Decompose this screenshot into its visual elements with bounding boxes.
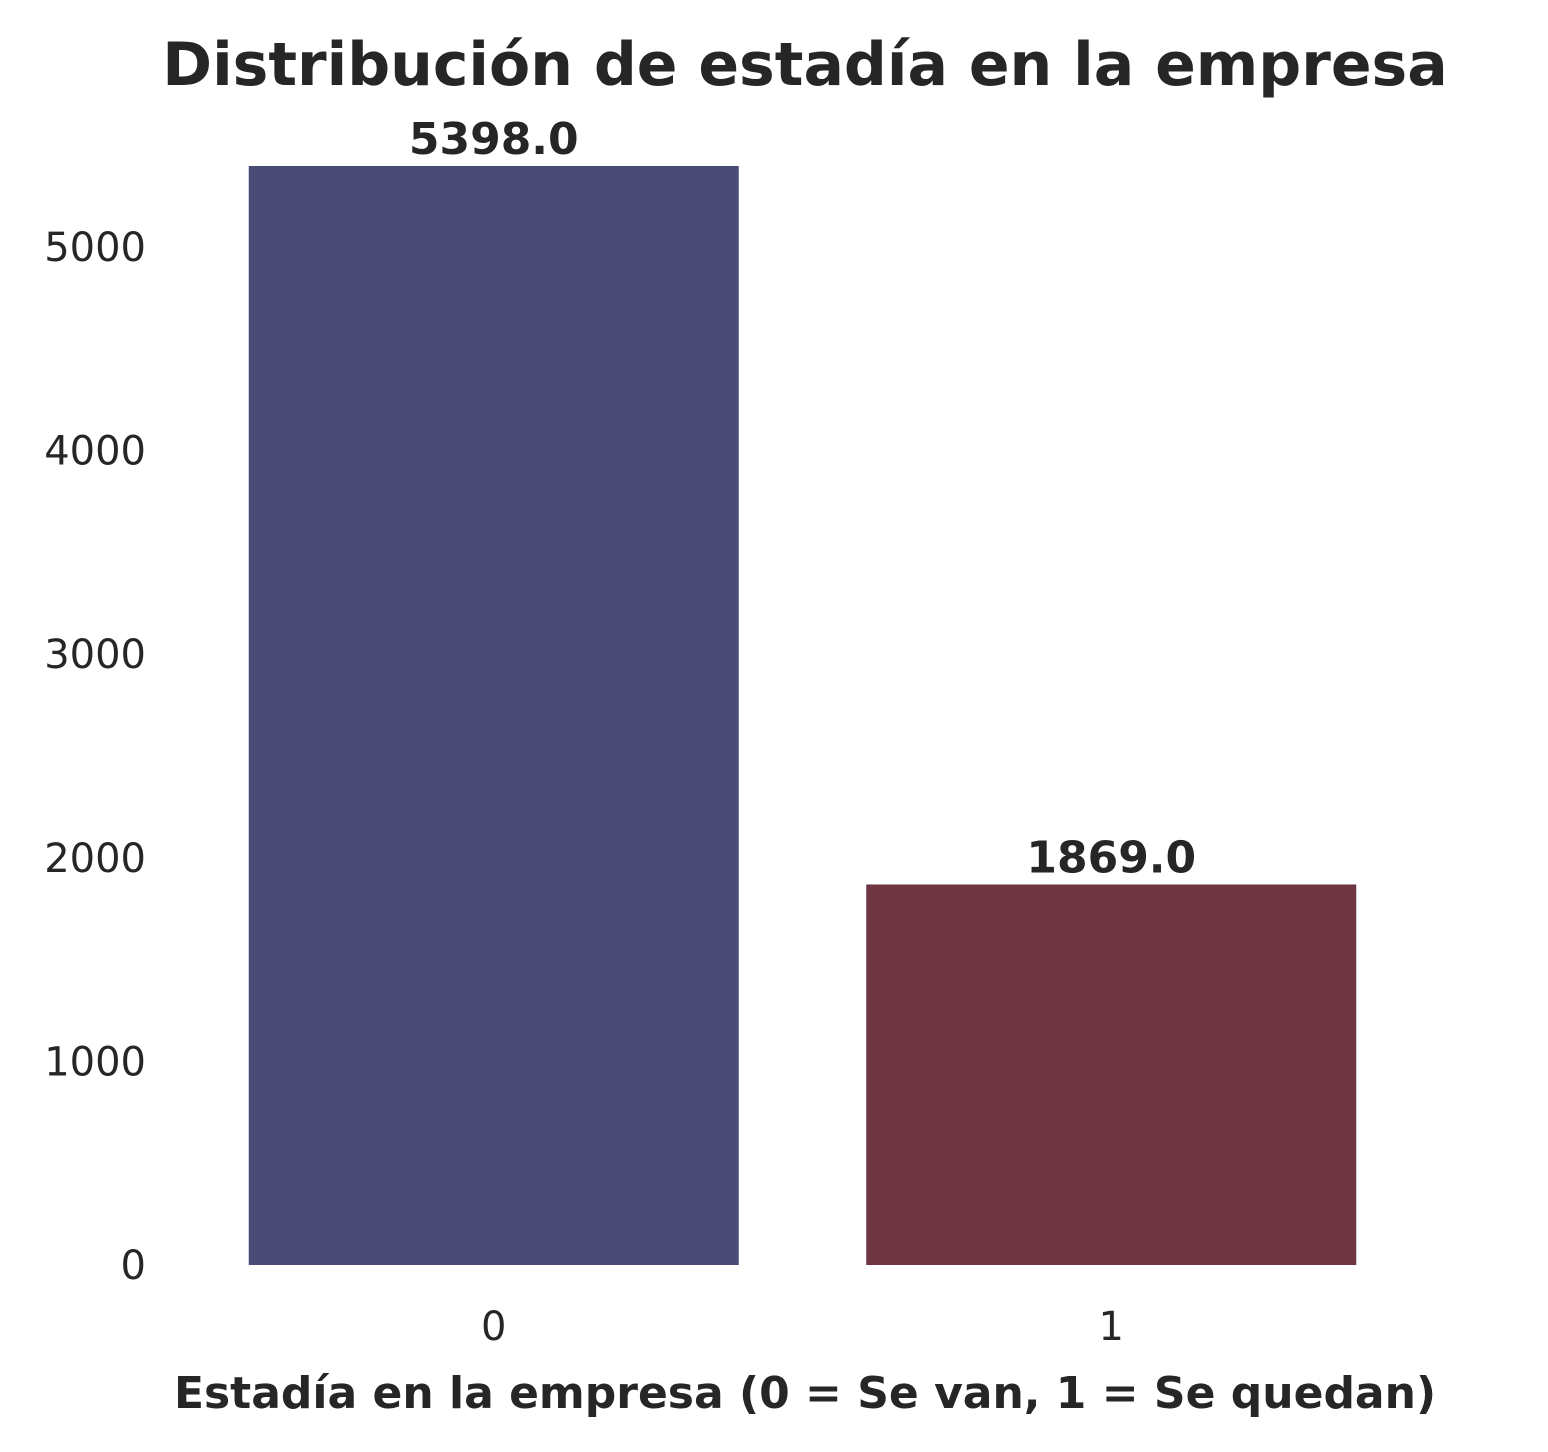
y-tick-label: 5000 — [44, 225, 146, 271]
y-tick-label: 0 — [121, 1243, 146, 1289]
bar-value-label: 5398.0 — [409, 114, 579, 165]
x-tick-label: 0 — [481, 1304, 506, 1350]
bar-value-label: 1869.0 — [1026, 832, 1196, 883]
bar-1 — [866, 884, 1357, 1265]
y-tick-label: 2000 — [44, 836, 146, 882]
x-tick-label: 1 — [1099, 1304, 1124, 1350]
bar-0 — [248, 166, 739, 1265]
chart-title: Distribución de estadía en la empresa — [162, 30, 1447, 100]
bars-group: 5398.0 1869.0 — [248, 114, 1357, 1265]
x-axis-label: Estadía en la empresa (0 = Se van, 1 = S… — [174, 1368, 1436, 1419]
y-tick-label: 1000 — [44, 1039, 146, 1085]
y-tick-label: 3000 — [44, 632, 146, 678]
y-tick-label: 4000 — [44, 429, 146, 475]
y-axis-ticks: 0 1000 2000 3000 4000 5000 — [44, 225, 146, 1289]
